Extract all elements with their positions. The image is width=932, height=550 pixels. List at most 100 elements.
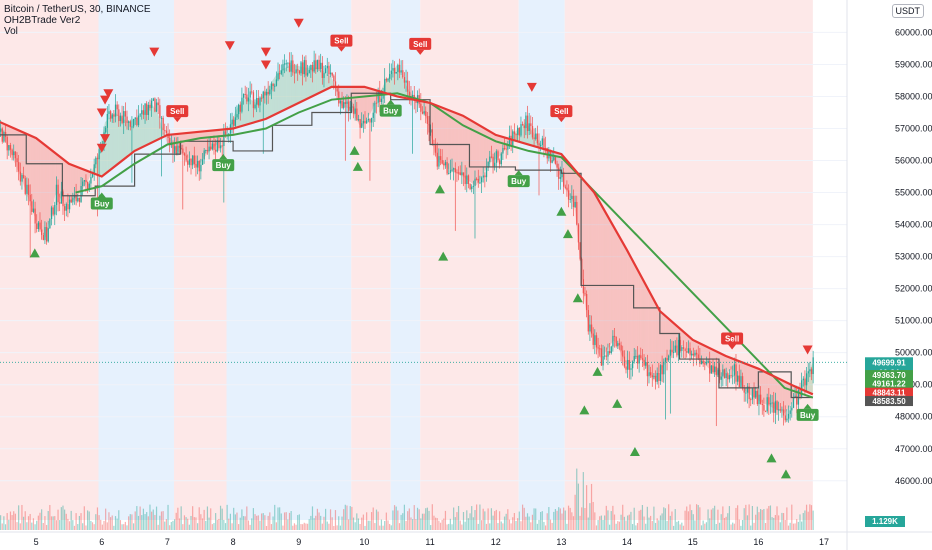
volume-bar — [776, 506, 778, 530]
candle-body — [78, 197, 81, 202]
symbol-title[interactable]: Bitcoin / TetherUS, 30, BINANCE — [4, 4, 151, 15]
indicator-name[interactable]: OH2BTrade Ver2 — [4, 15, 81, 26]
cloud-fill — [646, 285, 648, 370]
cloud-fill — [442, 107, 444, 166]
candle-body — [804, 378, 806, 386]
candle-body — [3, 132, 5, 142]
volume-bar — [218, 518, 220, 530]
y-tick-label: 59000.00 — [895, 59, 932, 69]
ma-red-line — [0, 85, 814, 396]
volume-bar — [773, 517, 775, 530]
volume-bar — [8, 519, 10, 530]
candle-body — [630, 368, 632, 370]
candle-body — [96, 157, 99, 160]
candle-body — [111, 114, 113, 119]
candle-body — [651, 375, 653, 378]
volume-bar — [549, 519, 552, 530]
buy-label-pointer — [803, 403, 812, 409]
volume-bar — [136, 506, 138, 530]
cloud-fill — [198, 131, 200, 166]
candle-body — [269, 89, 271, 95]
volume-bar — [490, 508, 493, 530]
volume-bar — [500, 521, 502, 530]
cloud-fill — [325, 72, 327, 90]
cloud-fill — [446, 109, 448, 169]
up-arrow — [612, 398, 623, 408]
volume-bar — [288, 512, 291, 530]
candle-body — [39, 222, 41, 230]
candle-body — [730, 375, 732, 377]
volume-bar — [131, 514, 133, 530]
volume-bar — [702, 520, 704, 530]
volume-bar — [344, 504, 346, 530]
volume-bar — [116, 518, 118, 530]
cloud-fill — [664, 315, 666, 366]
candle-body — [704, 363, 706, 365]
y-tick-label: 52000.00 — [895, 284, 932, 294]
down-arrow — [260, 60, 271, 70]
candle-body — [285, 63, 287, 65]
volume-bar — [704, 523, 706, 530]
volume-bar — [755, 514, 757, 530]
candle-body — [57, 184, 59, 203]
volume-bar — [586, 485, 588, 530]
volume-bar — [666, 520, 668, 530]
candle-body — [223, 131, 225, 147]
volume-bar — [302, 524, 304, 530]
cloud-fill — [116, 113, 119, 165]
x-tick-label: 9 — [296, 537, 301, 547]
candle-body — [325, 68, 327, 74]
cloud-fill — [357, 86, 359, 124]
cloud-fill — [610, 221, 612, 345]
candle-body — [405, 80, 407, 83]
volume-bar — [285, 512, 287, 530]
candle-body — [559, 177, 562, 179]
volume-bar — [448, 523, 450, 530]
x-tick-label: 16 — [753, 537, 763, 547]
volume-bar — [436, 518, 438, 530]
volume-bar — [347, 519, 350, 530]
cloud-fill — [475, 122, 477, 186]
volume-bar — [792, 523, 795, 530]
buy-label-pointer — [386, 99, 395, 105]
volume-bar — [367, 520, 369, 530]
candle-body — [576, 201, 578, 225]
x-tick-label: 5 — [34, 537, 39, 547]
cloud-fill — [588, 185, 590, 330]
candle-body — [233, 119, 235, 126]
candle-body — [113, 114, 115, 117]
candle-body — [407, 80, 409, 92]
cloud-fill — [279, 69, 282, 113]
sell-label-text: Sell — [554, 107, 568, 116]
volume-bar — [677, 520, 680, 530]
candle-body — [505, 148, 507, 150]
candle-body — [663, 361, 665, 375]
candle-body — [602, 356, 604, 366]
cloud-fill — [319, 68, 321, 93]
volume-bar — [50, 516, 53, 530]
cloud-fill — [638, 270, 640, 358]
volume-bar — [9, 511, 12, 530]
volume-bar — [208, 517, 210, 530]
volume-bar — [334, 510, 337, 530]
candle-body — [650, 372, 652, 376]
volume-bar — [37, 515, 39, 530]
volume-bar — [361, 517, 363, 530]
currency-button[interactable]: USDT — [891, 4, 924, 18]
volume-bar — [715, 523, 717, 530]
cloud-fill — [308, 67, 310, 99]
volume-bar — [190, 515, 192, 530]
volume-bar — [720, 514, 722, 530]
volume-bar — [525, 516, 527, 530]
candle-body — [487, 161, 489, 168]
volume-bar — [60, 507, 62, 530]
cloud-fill — [651, 295, 653, 381]
candle-body — [530, 123, 532, 127]
cloud-fill — [634, 263, 636, 361]
candle-body — [674, 345, 676, 352]
volume-indicator-name[interactable]: Vol — [4, 26, 18, 37]
cloud-fill — [707, 347, 710, 369]
volume-bar — [584, 507, 586, 530]
cloud-fill — [305, 67, 308, 100]
